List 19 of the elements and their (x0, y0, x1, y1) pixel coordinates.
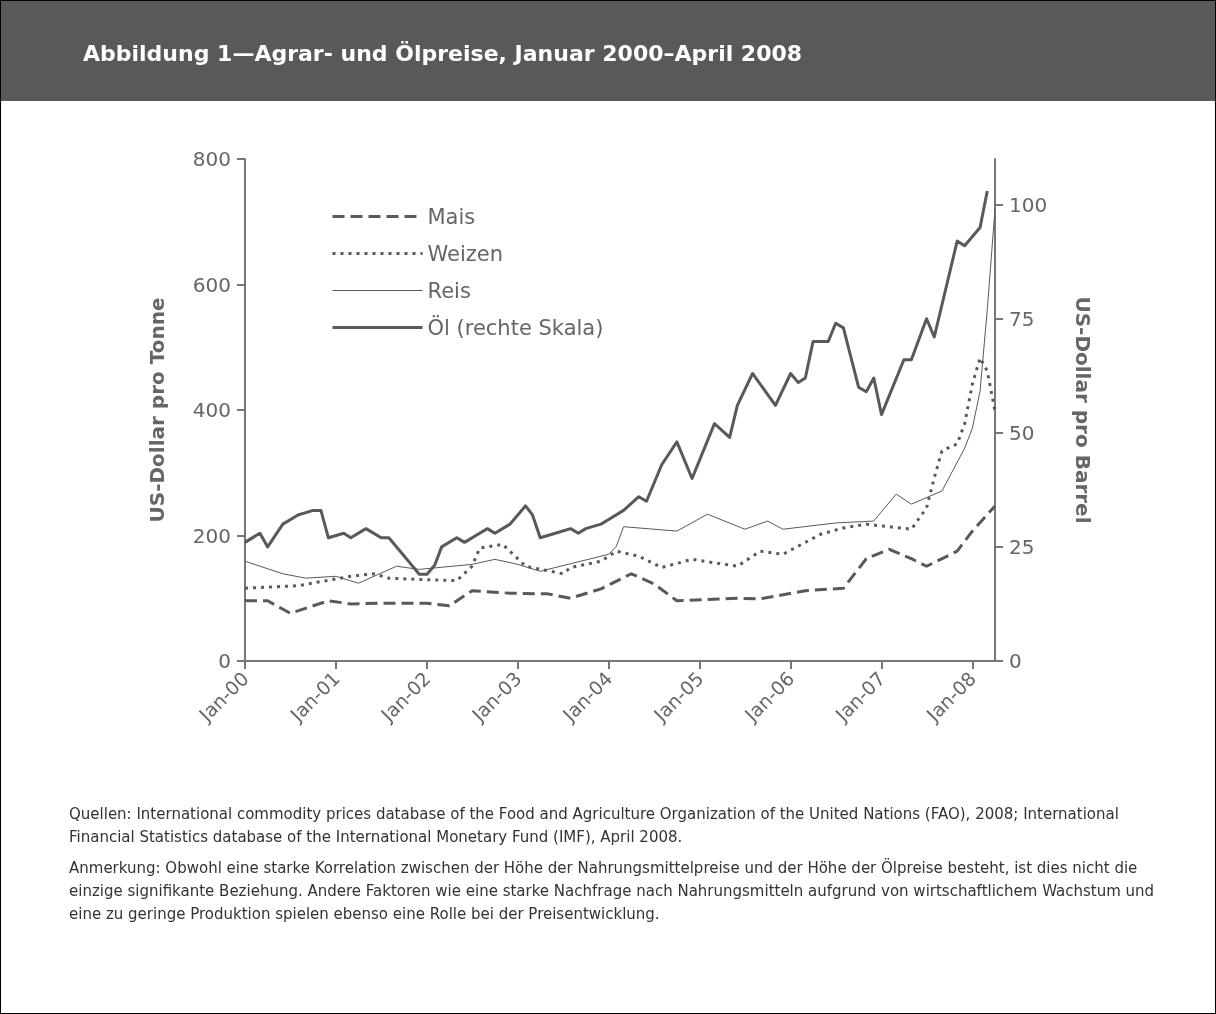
y2-tick-label: 75 (1009, 306, 1035, 331)
y-tick-label: 400 (192, 398, 231, 422)
y2-tick-label: 50 (1009, 420, 1035, 445)
legend-label: Reis (427, 278, 471, 303)
y2-tick-label: 0 (1009, 649, 1022, 673)
chart-title: Abbildung 1—Agrar- und Ölpreise, Januar 2000–April 2008 (83, 41, 803, 66)
y2-tick-label: 100 (1009, 192, 1048, 217)
legend-label: Öl (rechte Skala) (427, 314, 604, 340)
text: Anmerkung: Obwohl eine starke Korrelation zwischen der Höhe der Nahrungsmittelpreise und der Höhe der Ölpreise besteht, ist dies nicht die einzige signifikante Beziehung. Andere Faktoren wie eine starke Nachfrage nach Nahrungsmitteln aufgrund von wirtschaftlichem Wachstum und eine zu geringe Produktion spielen ebenso eine Rolle bei der Preisentwicklung. (69, 857, 1156, 925)
legend-label: Weizen (427, 241, 504, 266)
source-note: Quellen: International commodity prices database of the Food and Agriculture Organization of the United Nations (FAO), 2008; International Financial Statistics database of the International Monetary Fund (IMF), April 2008. (69, 804, 1120, 848)
y-tick-label: 800 (192, 147, 231, 171)
legend-label: Mais (427, 204, 476, 229)
y2-axis-title: US-Dollar pro Barrel (1071, 296, 1095, 524)
y2-tick-label: 25 (1009, 534, 1035, 559)
y-tick-label: 600 (192, 272, 231, 297)
y-tick-label: 200 (192, 523, 231, 548)
y-axis-title: US-Dollar pro Tonne (145, 297, 169, 523)
y-tick-label: 0 (218, 649, 231, 673)
